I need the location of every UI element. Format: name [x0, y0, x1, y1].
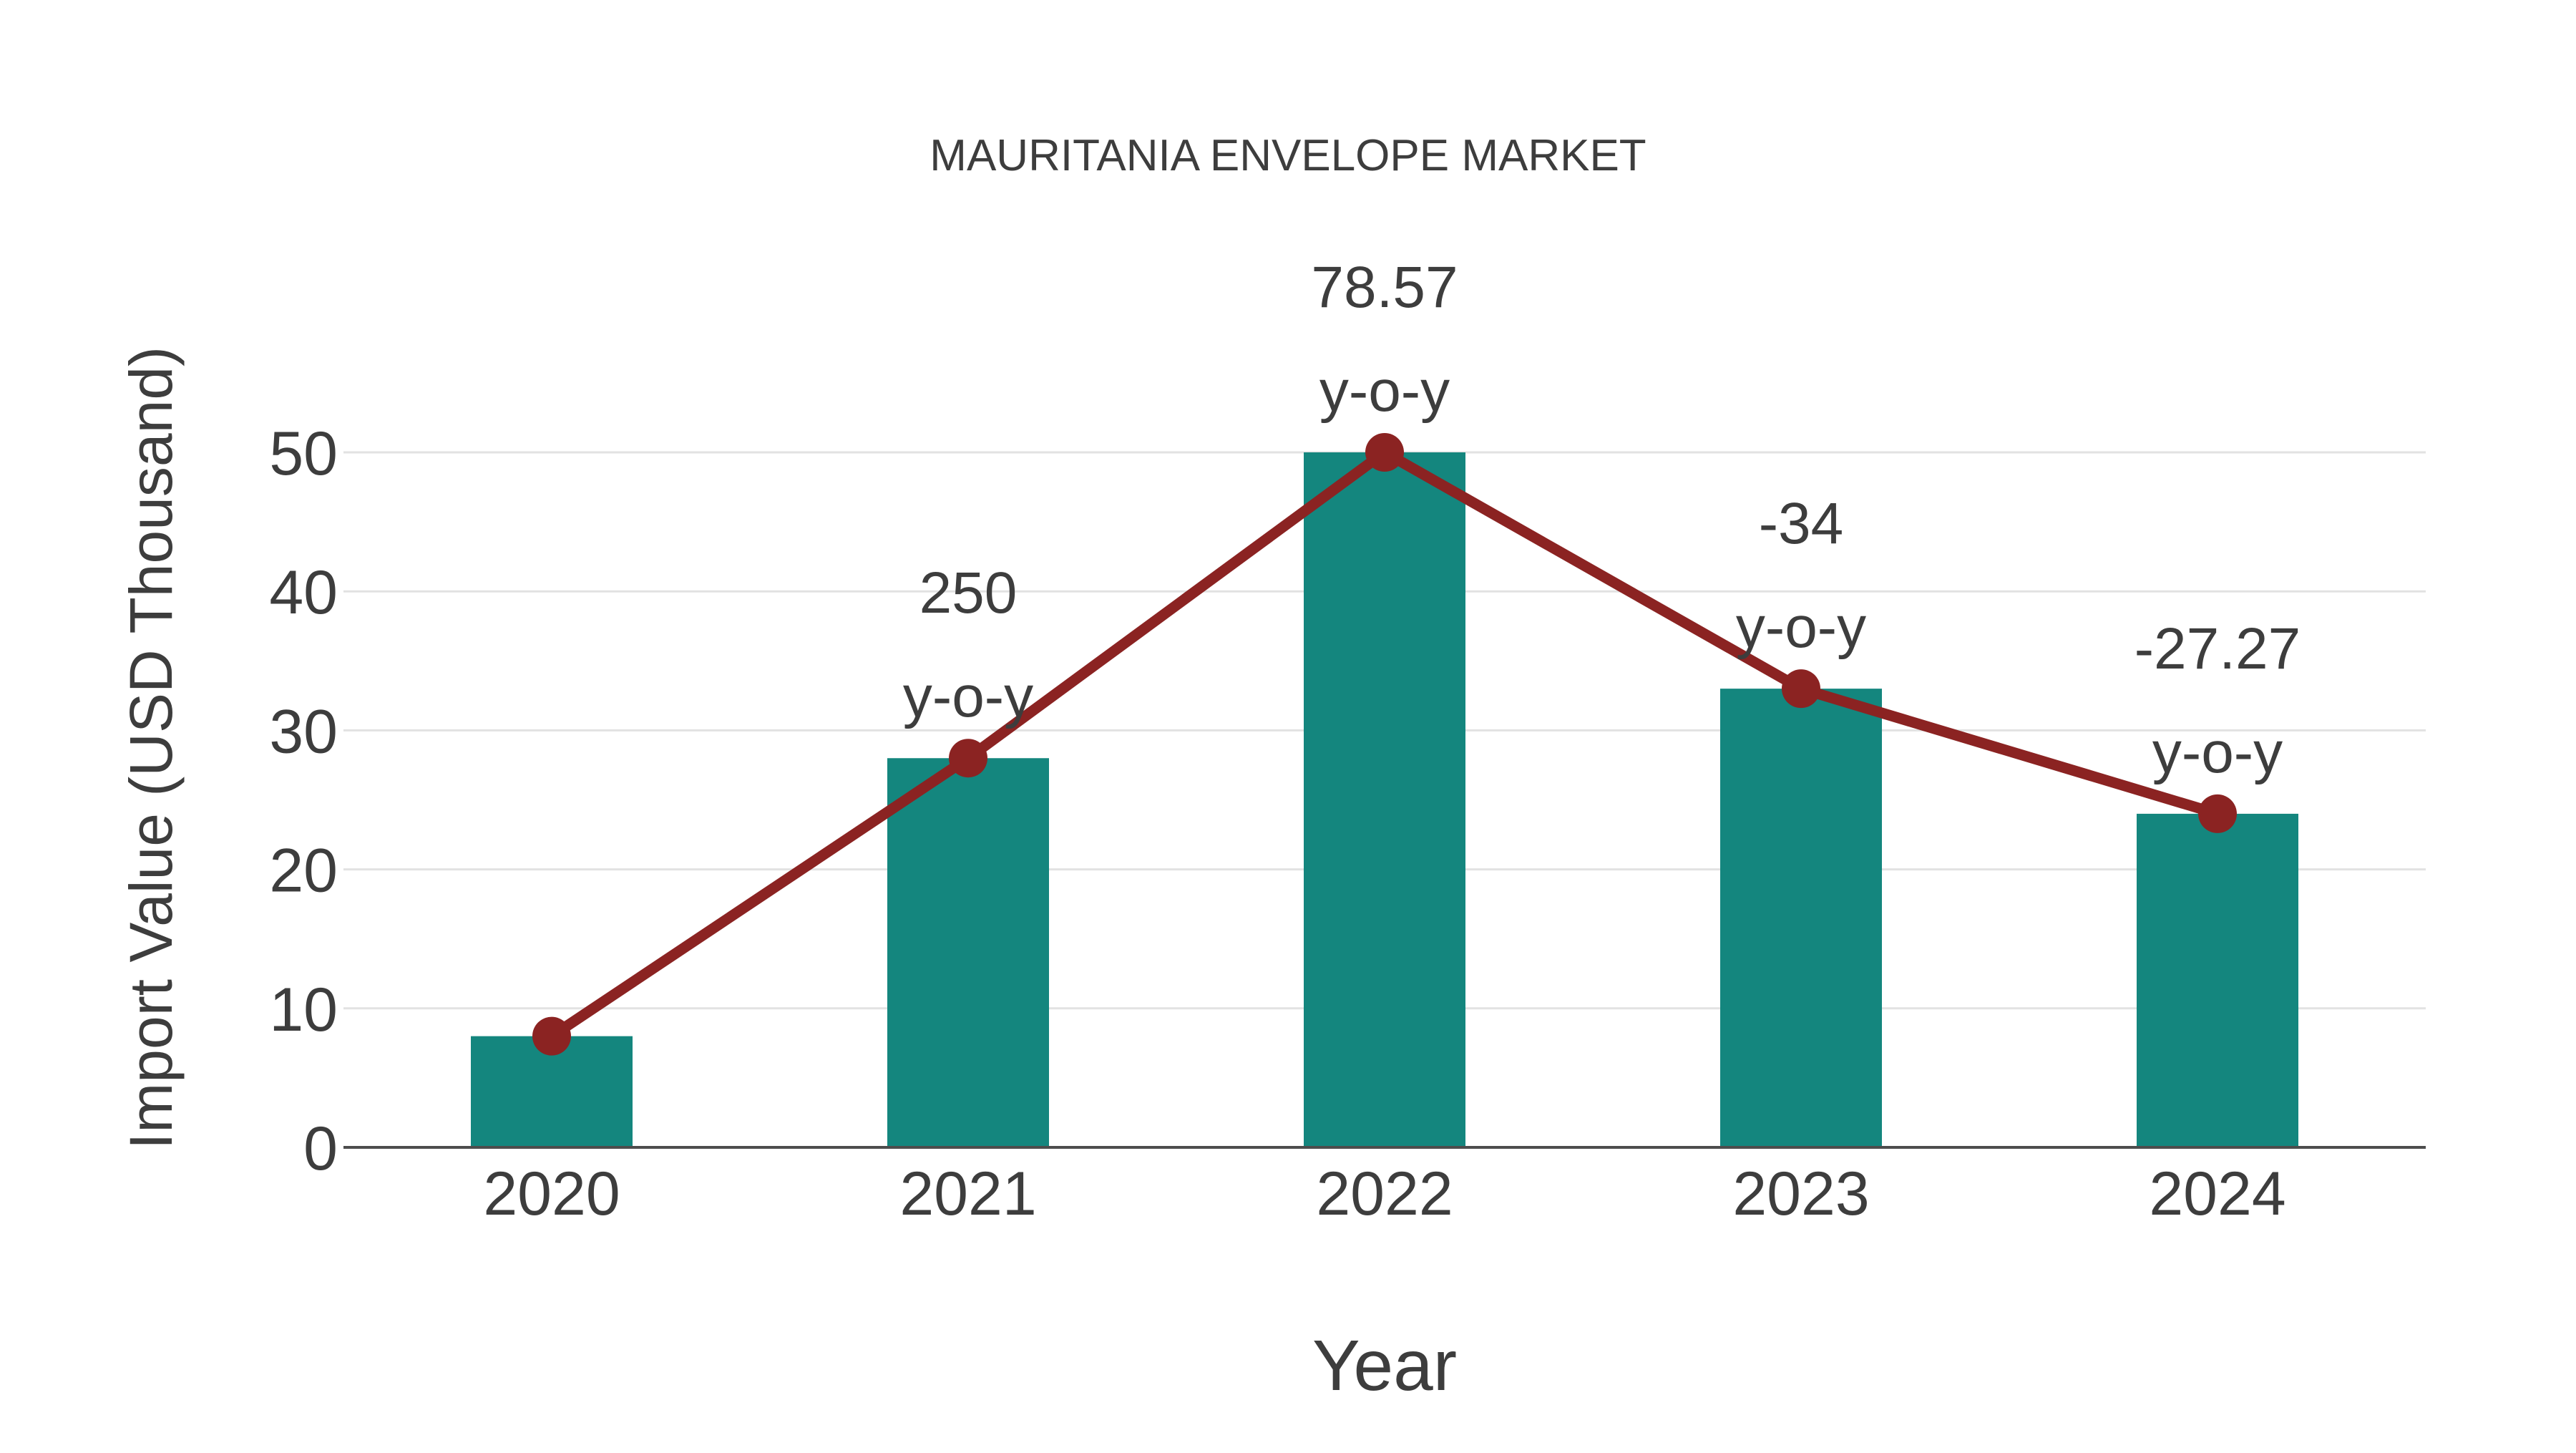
- x-tick-label-2021: 2021: [899, 1160, 1036, 1228]
- bar-2024: [2137, 813, 2298, 1147]
- y-tick-label-10: 10: [269, 976, 338, 1044]
- annotation-unit-2021: y-o-y: [903, 664, 1033, 729]
- x-tick-label-2024: 2024: [2149, 1160, 2285, 1228]
- x-axis-title: Year: [1312, 1326, 1457, 1406]
- marker-2020: [532, 1016, 571, 1056]
- annotation-unit-2023: y-o-y: [1736, 595, 1866, 660]
- marker-2023: [1782, 669, 1820, 709]
- marker-2024: [2198, 794, 2237, 833]
- marker-2022: [1365, 433, 1404, 472]
- annotation-value-2021: 250: [919, 560, 1018, 626]
- y-tick-label-40: 40: [269, 558, 338, 627]
- annotation-unit-2024: y-o-y: [2152, 720, 2283, 785]
- bar-2021: [887, 758, 1049, 1147]
- x-tick-label-2023: 2023: [1732, 1160, 1869, 1228]
- y-tick-label-30: 30: [269, 697, 338, 766]
- y-tick-label-0: 0: [303, 1114, 338, 1183]
- y-axis-title: Import Value (USD Thousand): [117, 346, 185, 1150]
- annotation-value-2023: -34: [1759, 491, 1844, 556]
- bar-2023: [1720, 689, 1882, 1147]
- marker-2021: [949, 739, 987, 778]
- x-tick-label-2020: 2020: [483, 1160, 620, 1228]
- annotation-value-2024: -27.27: [2135, 616, 2301, 681]
- y-tick-label-20: 20: [269, 837, 338, 905]
- annotation-unit-2022: y-o-y: [1319, 359, 1450, 424]
- x-tick-label-2022: 2022: [1316, 1160, 1453, 1228]
- annotation-value-2022: 78.57: [1311, 255, 1458, 320]
- y-tick-label-50: 50: [269, 419, 338, 488]
- chart-title: MAURITANIA ENVELOPE MARKET: [930, 131, 1646, 180]
- bar-2022: [1304, 452, 1465, 1147]
